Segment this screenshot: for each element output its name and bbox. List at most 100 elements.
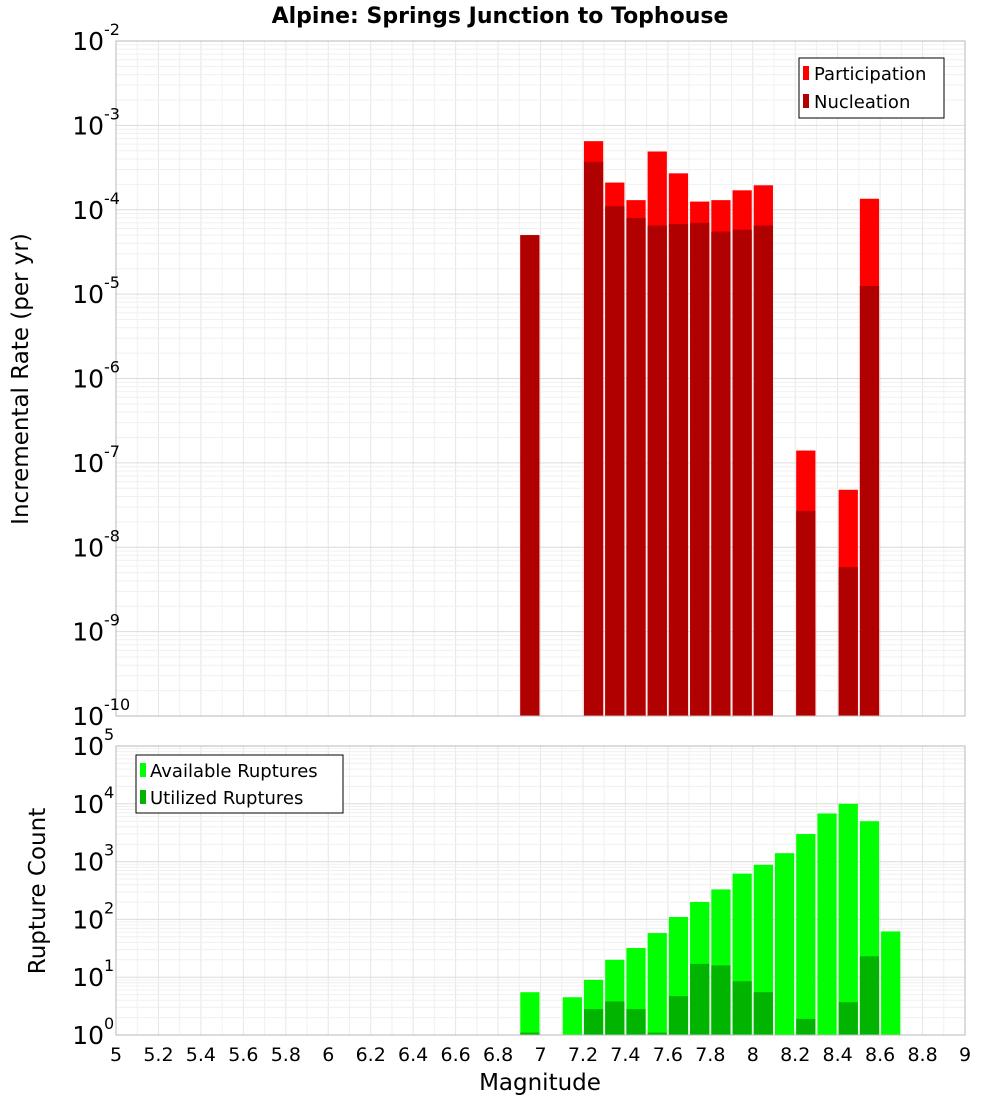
top-bar-nucleation (711, 231, 731, 716)
y-tick-label: 10 (72, 732, 104, 761)
x-tick-label: 6.2 (356, 1044, 386, 1066)
y-tick-label: 10 (72, 365, 104, 394)
y-tick-exponent: 2 (104, 898, 114, 917)
bottom-bar-utilized-ruptures (690, 963, 710, 1035)
legend-label-participation: Participation (814, 64, 926, 85)
bottom-bar-utilized-ruptures (732, 981, 752, 1035)
legend-label-nucleation: Nucleation (814, 92, 910, 113)
x-tick-label: 8.8 (907, 1044, 937, 1066)
x-tick-label: 7.2 (568, 1044, 598, 1066)
x-ticks: 5 5.2 5.4 5.6 5.8 6 6.2 6.4 6.6 6.8 7 7.2 7.4 7.6 7.8 8… (110, 1044, 971, 1066)
y-tick-exponent: -6 (104, 358, 120, 377)
y-tick-label: 10 (72, 905, 104, 934)
top-bar-nucleation (732, 229, 752, 717)
y-tick-label: 10 (72, 848, 104, 877)
legend-swatch-utilized (140, 790, 146, 804)
x-tick-label: 8.4 (823, 1044, 853, 1066)
bottom-bar-utilized-ruptures (711, 965, 731, 1035)
top-bars (520, 141, 880, 717)
y-tick-label: 10 (72, 27, 104, 56)
bottom-bar-utilized-ruptures (520, 1032, 540, 1035)
x-tick-label: 6 (322, 1044, 334, 1066)
y-tick-exponent: -8 (104, 526, 120, 545)
y-tick-label: 10 (72, 618, 104, 647)
y-tick-exponent: -4 (104, 189, 120, 208)
y-tick-label: 10 (72, 196, 104, 225)
y-tick-exponent: 0 (104, 1014, 114, 1033)
top-grid (115, 41, 966, 717)
bottom-bar-available-ruptures (774, 853, 795, 1035)
bottom-bar-utilized-ruptures (668, 996, 689, 1035)
bottom-bars (520, 803, 901, 1035)
y-tick-label: 10 (72, 963, 104, 992)
y-tick-exponent: -7 (104, 442, 120, 461)
x-tick-label: 5.4 (186, 1044, 216, 1066)
bottom-bar-available-ruptures (647, 933, 667, 1035)
y-tick-label: 10 (72, 111, 104, 140)
x-tick-label: 7.6 (653, 1044, 683, 1066)
x-tick-label: 8 (747, 1044, 759, 1066)
x-tick-label: 7.8 (695, 1044, 725, 1066)
x-axis-label: Magnitude (479, 1070, 601, 1096)
bottom-bar-available-ruptures (562, 997, 582, 1035)
top-bar-nucleation (796, 510, 816, 716)
y-tick-label: 10 (72, 280, 104, 309)
bottom-bar-available-ruptures (881, 931, 901, 1035)
top-bar-nucleation (605, 206, 625, 716)
legend-swatch-participation (803, 66, 809, 80)
top-bar-nucleation (838, 567, 858, 716)
x-tick-label: 6.8 (483, 1044, 513, 1066)
bottom-bar-utilized-ruptures (583, 1009, 604, 1035)
y-tick-label: 10 (72, 533, 104, 562)
top-bar-nucleation (859, 285, 880, 716)
bottom-bar-utilized-ruptures (753, 992, 773, 1035)
y-tick-exponent: -2 (104, 20, 120, 39)
y-tick-label: 10 (72, 449, 104, 478)
y-tick-exponent: -5 (104, 273, 120, 292)
bottom-bar-utilized-ruptures (838, 1002, 858, 1035)
legend-swatch-nucleation (803, 94, 809, 108)
top-bar-nucleation (668, 223, 689, 716)
bottom-bar-available-ruptures (838, 803, 858, 1035)
bottom-legend-box (135, 754, 344, 814)
x-tick-label: 5.2 (143, 1044, 173, 1066)
top-legend: Participation Nucleation (798, 57, 945, 119)
top-bar-nucleation (647, 225, 667, 716)
y-tick-exponent: 5 (104, 725, 114, 744)
chart-title: Alpine: Springs Junction to Tophouse (272, 4, 729, 29)
y-tick-exponent: 3 (104, 841, 114, 860)
top-bar-nucleation (583, 161, 604, 716)
top-bar-nucleation (520, 235, 540, 716)
top-bar-nucleation (753, 225, 773, 716)
y-tick-label: 10 (72, 702, 104, 731)
bottom-plot-frame (115, 745, 966, 1036)
x-tick-label: 5.6 (228, 1044, 258, 1066)
bottom-bar-utilized-ruptures (647, 1032, 667, 1035)
legend-label-available: Available Ruptures (150, 761, 318, 782)
top-plot-frame (115, 40, 966, 717)
top-legend-box (798, 57, 945, 119)
bottom-bar-utilized-ruptures (859, 956, 880, 1035)
bottom-bar-available-ruptures (520, 992, 540, 1035)
x-tick-label: 6.4 (398, 1044, 428, 1066)
x-tick-label: 7.4 (610, 1044, 640, 1066)
bottom-legend: Available Ruptures Utilized Ruptures (135, 754, 344, 814)
y-tick-label: 10 (72, 1021, 104, 1050)
bottom-bar-utilized-ruptures (626, 1009, 646, 1035)
top-y-axis-label: Incremental Rate (per yr) (8, 233, 34, 525)
legend-swatch-available (140, 763, 146, 777)
x-tick-label: 5.8 (271, 1044, 301, 1066)
y-tick-exponent: -9 (104, 611, 120, 630)
top-bar-nucleation (626, 217, 646, 716)
x-tick-label: 6.6 (440, 1044, 470, 1066)
y-tick-exponent: 1 (104, 956, 114, 975)
bottom-y-axis-label: Rupture Count (25, 808, 51, 974)
bottom-bar-utilized-ruptures (605, 1001, 625, 1035)
x-tick-label: 8.6 (865, 1044, 895, 1066)
y-tick-exponent: -10 (104, 695, 130, 714)
y-tick-exponent: 4 (104, 783, 114, 802)
bottom-bar-available-ruptures (817, 813, 837, 1035)
